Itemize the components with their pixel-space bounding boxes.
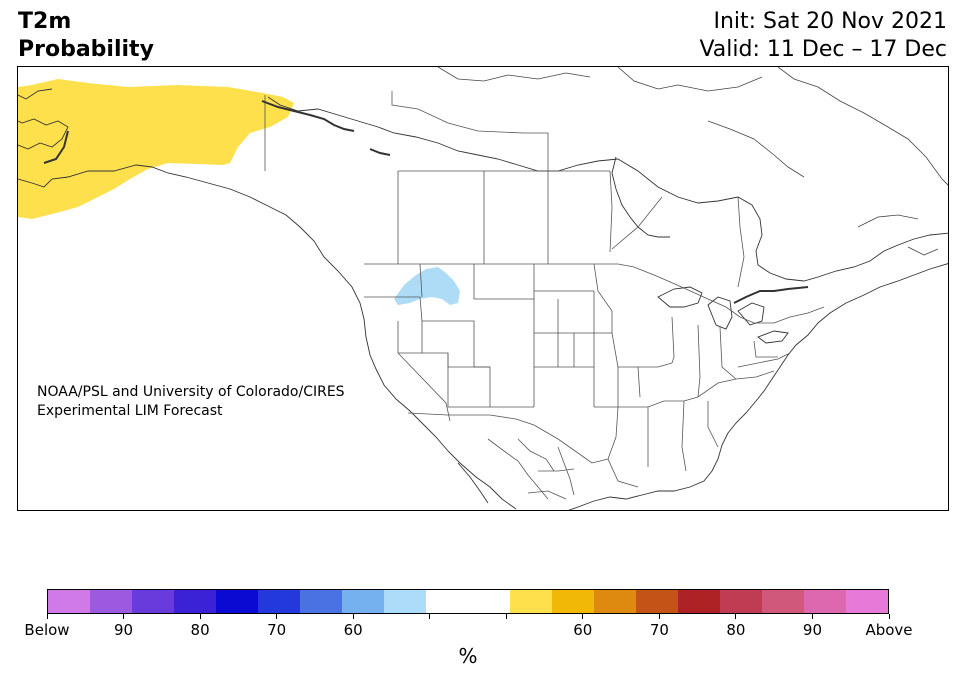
map-title: T2m Probability bbox=[18, 8, 154, 64]
colorbar-segment bbox=[846, 590, 888, 613]
borders bbox=[264, 91, 825, 500]
colorbar-tick bbox=[352, 614, 354, 619]
colorbar-segment bbox=[216, 590, 258, 613]
colorbar-tick bbox=[811, 614, 813, 619]
colorbar-tick bbox=[276, 614, 278, 619]
colorbar-tick bbox=[735, 614, 737, 619]
colorbar-tick-label: Above bbox=[865, 621, 913, 639]
colorbar-tick-label: 90 bbox=[113, 621, 134, 639]
title-line-1: T2m bbox=[18, 9, 72, 34]
colorbar-segment bbox=[594, 590, 636, 613]
colorbar-tick bbox=[658, 614, 660, 619]
colorbar-tick bbox=[46, 614, 48, 619]
colorbar-tick bbox=[505, 614, 507, 619]
rivers bbox=[43, 100, 809, 304]
alaska-above-area bbox=[18, 79, 294, 219]
credit-line-1: NOAA/PSL and University of Colorado/CIRE… bbox=[37, 384, 345, 400]
colorbar-tick-label: 70 bbox=[267, 621, 287, 639]
colorbar-segment bbox=[510, 590, 552, 613]
forecast-dates: Init: Sat 20 Nov 2021 Valid: 11 Dec – 17… bbox=[699, 8, 947, 64]
colorbar-tick-label: 60 bbox=[343, 621, 363, 639]
credit-text: NOAA/PSL and University of Colorado/CIRE… bbox=[37, 383, 345, 421]
colorbar-segment bbox=[636, 590, 678, 613]
colorbar-segment bbox=[300, 590, 342, 613]
colorbar-tick-label: 90 bbox=[802, 621, 822, 639]
colorbar bbox=[47, 589, 889, 614]
title-line-2: Probability bbox=[18, 37, 154, 62]
colorbar-segment bbox=[762, 590, 804, 613]
colorbar-segment bbox=[342, 590, 384, 613]
colorbar-segment bbox=[90, 590, 132, 613]
colorbar-tick bbox=[429, 614, 431, 619]
colorbar-segment bbox=[552, 590, 594, 613]
colorbar-tick-label: 70 bbox=[649, 621, 669, 639]
colorbar-segment bbox=[48, 590, 90, 613]
colorbar-tick-label: Below bbox=[24, 621, 70, 639]
colorbar-tick bbox=[582, 614, 584, 619]
colorbar-tick-label: 80 bbox=[190, 621, 210, 639]
credit-line-2: Experimental LIM Forecast bbox=[37, 403, 223, 419]
colorbar-segment bbox=[384, 590, 426, 613]
colorbar-tick-label: 80 bbox=[726, 621, 746, 639]
valid-range: Valid: 11 Dec – 17 Dec bbox=[699, 37, 947, 62]
colorbar-segment bbox=[720, 590, 762, 613]
colorbar-segment bbox=[426, 590, 468, 613]
colorbar-segment bbox=[258, 590, 300, 613]
colorbar-unit: % bbox=[458, 644, 478, 668]
colorbar-segment bbox=[678, 590, 720, 613]
colorbar-segment bbox=[468, 590, 510, 613]
colorbar-segment bbox=[132, 590, 174, 613]
colorbar-segment bbox=[174, 590, 216, 613]
colorbar-tick-label: 60 bbox=[573, 621, 593, 639]
colorbar-segment bbox=[804, 590, 846, 613]
colorbar-tick bbox=[199, 614, 201, 619]
map-canvas bbox=[18, 67, 948, 510]
rockies-below-area bbox=[394, 267, 460, 305]
arctic-islands bbox=[437, 67, 948, 256]
colorbar-tick bbox=[888, 614, 890, 619]
init-date: Init: Sat 20 Nov 2021 bbox=[713, 9, 947, 34]
probability-map bbox=[17, 66, 949, 511]
colorbar-tick bbox=[123, 614, 125, 619]
